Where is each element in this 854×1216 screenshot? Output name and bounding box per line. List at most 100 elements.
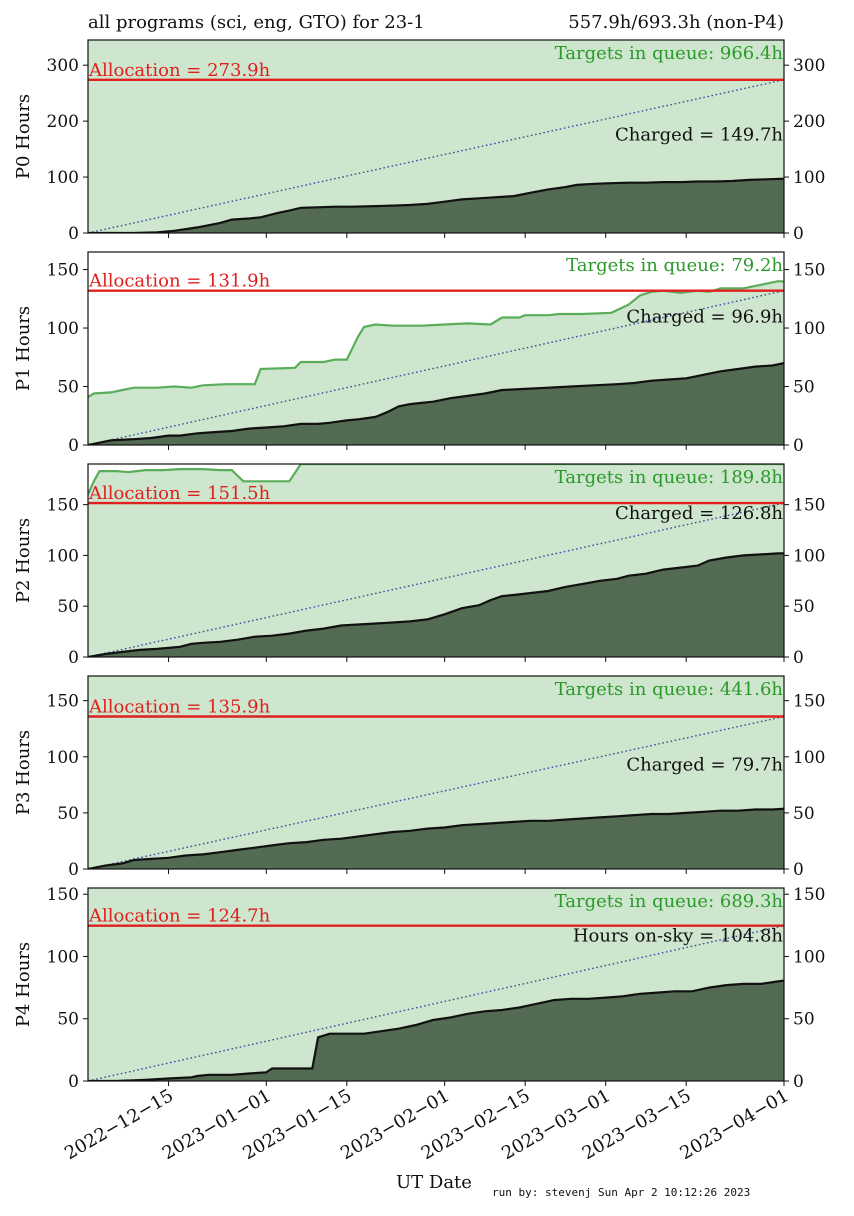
charged-area xyxy=(88,980,784,1081)
ytick-label-left: 0 xyxy=(68,224,79,244)
plot-area xyxy=(88,888,784,1081)
charged-label: Charged = 79.7h xyxy=(626,755,783,776)
target-pace-line xyxy=(88,502,784,657)
axes-frame xyxy=(87,463,785,658)
panel-p3: 0 0 50 50 100 100 150 150 P3 Hours Allocation = 1… xyxy=(13,675,825,880)
ytick-label-right: 50 xyxy=(793,804,815,824)
ytick-label-right: 100 xyxy=(793,546,825,566)
charged-label: Charged = 149.7h xyxy=(615,124,783,145)
chart-title: all programs (sci, eng, GTO) for 23-1 xyxy=(88,12,425,33)
y-axis-label: P1 Hours xyxy=(13,306,34,391)
ytick-label-right: 100 xyxy=(793,319,825,339)
queue-label: Targets in queue: 689.3h xyxy=(555,891,784,912)
ytick-label-left: 50 xyxy=(57,804,79,824)
ytick-label-left: 50 xyxy=(57,1010,79,1030)
ytick-label-right: 50 xyxy=(793,597,815,617)
charged-line xyxy=(88,177,784,233)
panel-p0: 0 0 100 100 200 200 300 300 P0 Hours Allocation =… xyxy=(13,39,825,244)
allocation-label: Allocation = 135.9h xyxy=(88,697,271,718)
y-axis-label: P3 Hours xyxy=(13,730,34,815)
charged-line xyxy=(88,552,784,657)
target-pace-line xyxy=(88,715,784,869)
y-axis-label: P0 Hours xyxy=(13,94,34,179)
charged-label: Charged = 96.9h xyxy=(626,307,783,328)
charged-line xyxy=(88,979,784,1081)
plot-area xyxy=(88,40,784,233)
ytick-label-left: 150 xyxy=(47,692,79,712)
charged-area xyxy=(88,553,784,657)
total-hours-summary: 557.9h/693.3h (non-P4) xyxy=(568,12,784,33)
x-axis-label: UT Date xyxy=(396,1172,472,1193)
charged-line xyxy=(88,807,784,869)
target-pace-line xyxy=(88,290,784,445)
panel-p4: 0 0 50 50 100 100 150 150 P4 Hours Allocation = 1… xyxy=(13,885,825,1092)
queue-label: Targets in queue: 966.4h xyxy=(555,43,784,64)
allocation-label: Allocation = 273.9h xyxy=(88,60,271,81)
queue-label: Targets in queue: 441.6h xyxy=(555,679,784,700)
ytick-label-left: 50 xyxy=(57,597,79,617)
ytick-label-left: 150 xyxy=(47,885,79,905)
run-info: run by: stevenj Sun Apr 2 10:12:26 2023 xyxy=(492,1186,751,1199)
allocation-label: Allocation = 131.9h xyxy=(88,271,271,292)
allocation-label: Allocation = 151.5h xyxy=(88,483,271,504)
charged-line xyxy=(88,362,784,445)
allocation-label: Allocation = 124.7h xyxy=(88,906,271,927)
plot-area xyxy=(88,676,784,869)
ytick-label-right: 150 xyxy=(793,885,825,905)
axes-frame xyxy=(87,675,785,870)
charged-label: Hours on-sky = 104.8h xyxy=(573,926,784,947)
axes-frame xyxy=(87,887,785,1082)
charged-area xyxy=(88,178,784,233)
ytick-label-left: 50 xyxy=(57,378,79,398)
ytick-label-right: 0 xyxy=(793,860,804,880)
ytick-label-right: 100 xyxy=(793,748,825,768)
panel-p1: 0 0 50 50 100 100 150 150 P1 Hours Allocation = 1… xyxy=(13,251,825,456)
queue-label: Targets in queue: 79.2h xyxy=(566,255,783,276)
axes-frame xyxy=(87,251,785,446)
ytick-label-right: 200 xyxy=(793,112,825,132)
ytick-label-left: 0 xyxy=(68,860,79,880)
ytick-label-left: 300 xyxy=(47,56,79,76)
ytick-label-left: 200 xyxy=(47,112,79,132)
ytick-label-right: 150 xyxy=(793,496,825,516)
ytick-label-right: 100 xyxy=(793,168,825,188)
ytick-label-right: 0 xyxy=(793,1072,804,1092)
ytick-label-left: 100 xyxy=(47,748,79,768)
ytick-label-right: 150 xyxy=(793,692,825,712)
y-axis-label: P4 Hours xyxy=(13,942,34,1027)
ytick-label-right: 50 xyxy=(793,1010,815,1030)
ytick-label-right: 0 xyxy=(793,436,804,456)
xtick-label: 2023−04−01 xyxy=(677,1085,793,1164)
ytick-label-left: 100 xyxy=(47,168,79,188)
panel-p2: 0 0 50 50 100 100 150 150 P2 Hours Allocation = 1… xyxy=(13,463,825,668)
ytick-label-left: 150 xyxy=(47,496,79,516)
target-pace-line xyxy=(88,925,784,1081)
queue-line xyxy=(88,464,784,495)
queue-line xyxy=(88,280,784,398)
ytick-label-right: 150 xyxy=(793,261,825,281)
charged-area xyxy=(88,363,784,445)
ytick-label-right: 0 xyxy=(793,648,804,668)
ytick-label-left: 0 xyxy=(68,648,79,668)
ytick-label-left: 100 xyxy=(47,319,79,339)
charged-label: Charged = 126.8h xyxy=(615,503,783,524)
ytick-label-left: 150 xyxy=(47,261,79,281)
ytick-label-right: 0 xyxy=(793,224,804,244)
axes-frame xyxy=(87,39,785,234)
ytick-label-left: 100 xyxy=(47,947,79,967)
ytick-label-right: 100 xyxy=(793,947,825,967)
xtick-label: 2022−12−15 xyxy=(61,1085,177,1164)
plot-area xyxy=(88,464,784,657)
ytick-label-left: 0 xyxy=(68,436,79,456)
charged-area xyxy=(88,808,784,869)
ytick-label-right: 300 xyxy=(793,56,825,76)
plot-area xyxy=(88,280,784,445)
y-axis-label: P2 Hours xyxy=(13,518,34,603)
queue-label: Targets in queue: 189.8h xyxy=(555,467,784,488)
ytick-label-left: 0 xyxy=(68,1072,79,1092)
ytick-label-left: 100 xyxy=(47,546,79,566)
ytick-label-right: 50 xyxy=(793,378,815,398)
target-pace-line xyxy=(88,79,784,233)
